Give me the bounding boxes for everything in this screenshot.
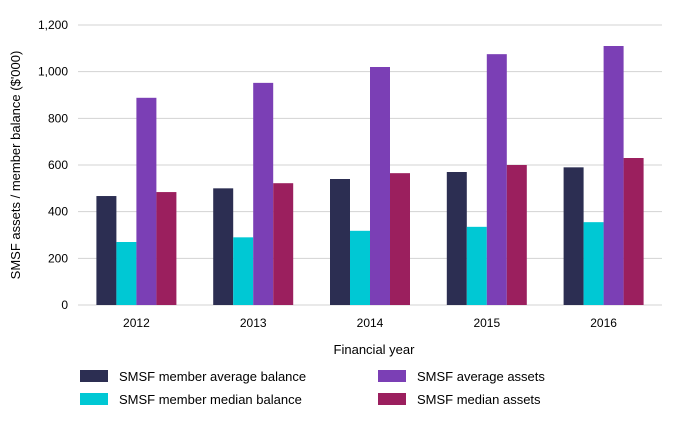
legend-item: SMSF median assets: [378, 392, 541, 407]
legend-swatch: [378, 393, 406, 405]
bar: [563, 167, 584, 305]
y-axis-ticks: 0 200 400 600 800 1,000 1,200: [38, 18, 68, 312]
bar: [583, 222, 604, 305]
x-tick-label: 2014: [357, 316, 384, 330]
y-tick-label: 800: [48, 111, 68, 125]
legend-label: SMSF average assets: [417, 369, 545, 384]
x-axis-ticks: 2012 2013 2014 2015 2016: [123, 316, 617, 330]
y-tick-label: 1,200: [38, 18, 68, 32]
bars: [96, 46, 644, 305]
legend-label: SMSF member median balance: [119, 392, 302, 407]
bar: [466, 226, 487, 305]
bar: [233, 237, 254, 305]
legend: SMSF member average balance SMSF member m…: [80, 369, 545, 407]
bar: [506, 165, 527, 305]
bar: [273, 183, 294, 305]
bar: [446, 172, 467, 305]
legend-item: SMSF average assets: [378, 369, 545, 384]
bar: [603, 46, 624, 305]
bar: [330, 179, 350, 305]
bar: [350, 230, 370, 305]
x-tick-label: 2015: [473, 316, 500, 330]
y-tick-label: 200: [48, 251, 68, 265]
y-axis-title: SMSF assets / member balance ($'000): [8, 51, 23, 280]
legend-swatch: [80, 393, 108, 405]
bar: [370, 67, 390, 305]
bar: [156, 192, 177, 305]
y-tick-label: 0: [61, 298, 68, 312]
bar: [623, 158, 644, 305]
legend-swatch: [80, 370, 108, 382]
bar: [213, 188, 234, 305]
legend-label: SMSF median assets: [417, 392, 541, 407]
bar: [116, 242, 137, 305]
bar: [486, 54, 507, 305]
bar: [96, 196, 117, 305]
legend-label: SMSF member average balance: [119, 369, 306, 384]
x-tick-label: 2012: [123, 316, 150, 330]
y-tick-label: 1,000: [38, 65, 68, 79]
legend-swatch: [378, 370, 406, 382]
y-tick-label: 600: [48, 158, 68, 172]
bar: [390, 173, 410, 305]
y-tick-label: 400: [48, 205, 68, 219]
legend-item: SMSF member average balance: [80, 369, 306, 384]
bar: [136, 97, 157, 305]
x-tick-label: 2016: [590, 316, 617, 330]
x-tick-label: 2013: [240, 316, 267, 330]
bar: [253, 82, 274, 305]
x-axis-title: Financial year: [334, 342, 416, 357]
legend-item: SMSF member median balance: [80, 392, 302, 407]
